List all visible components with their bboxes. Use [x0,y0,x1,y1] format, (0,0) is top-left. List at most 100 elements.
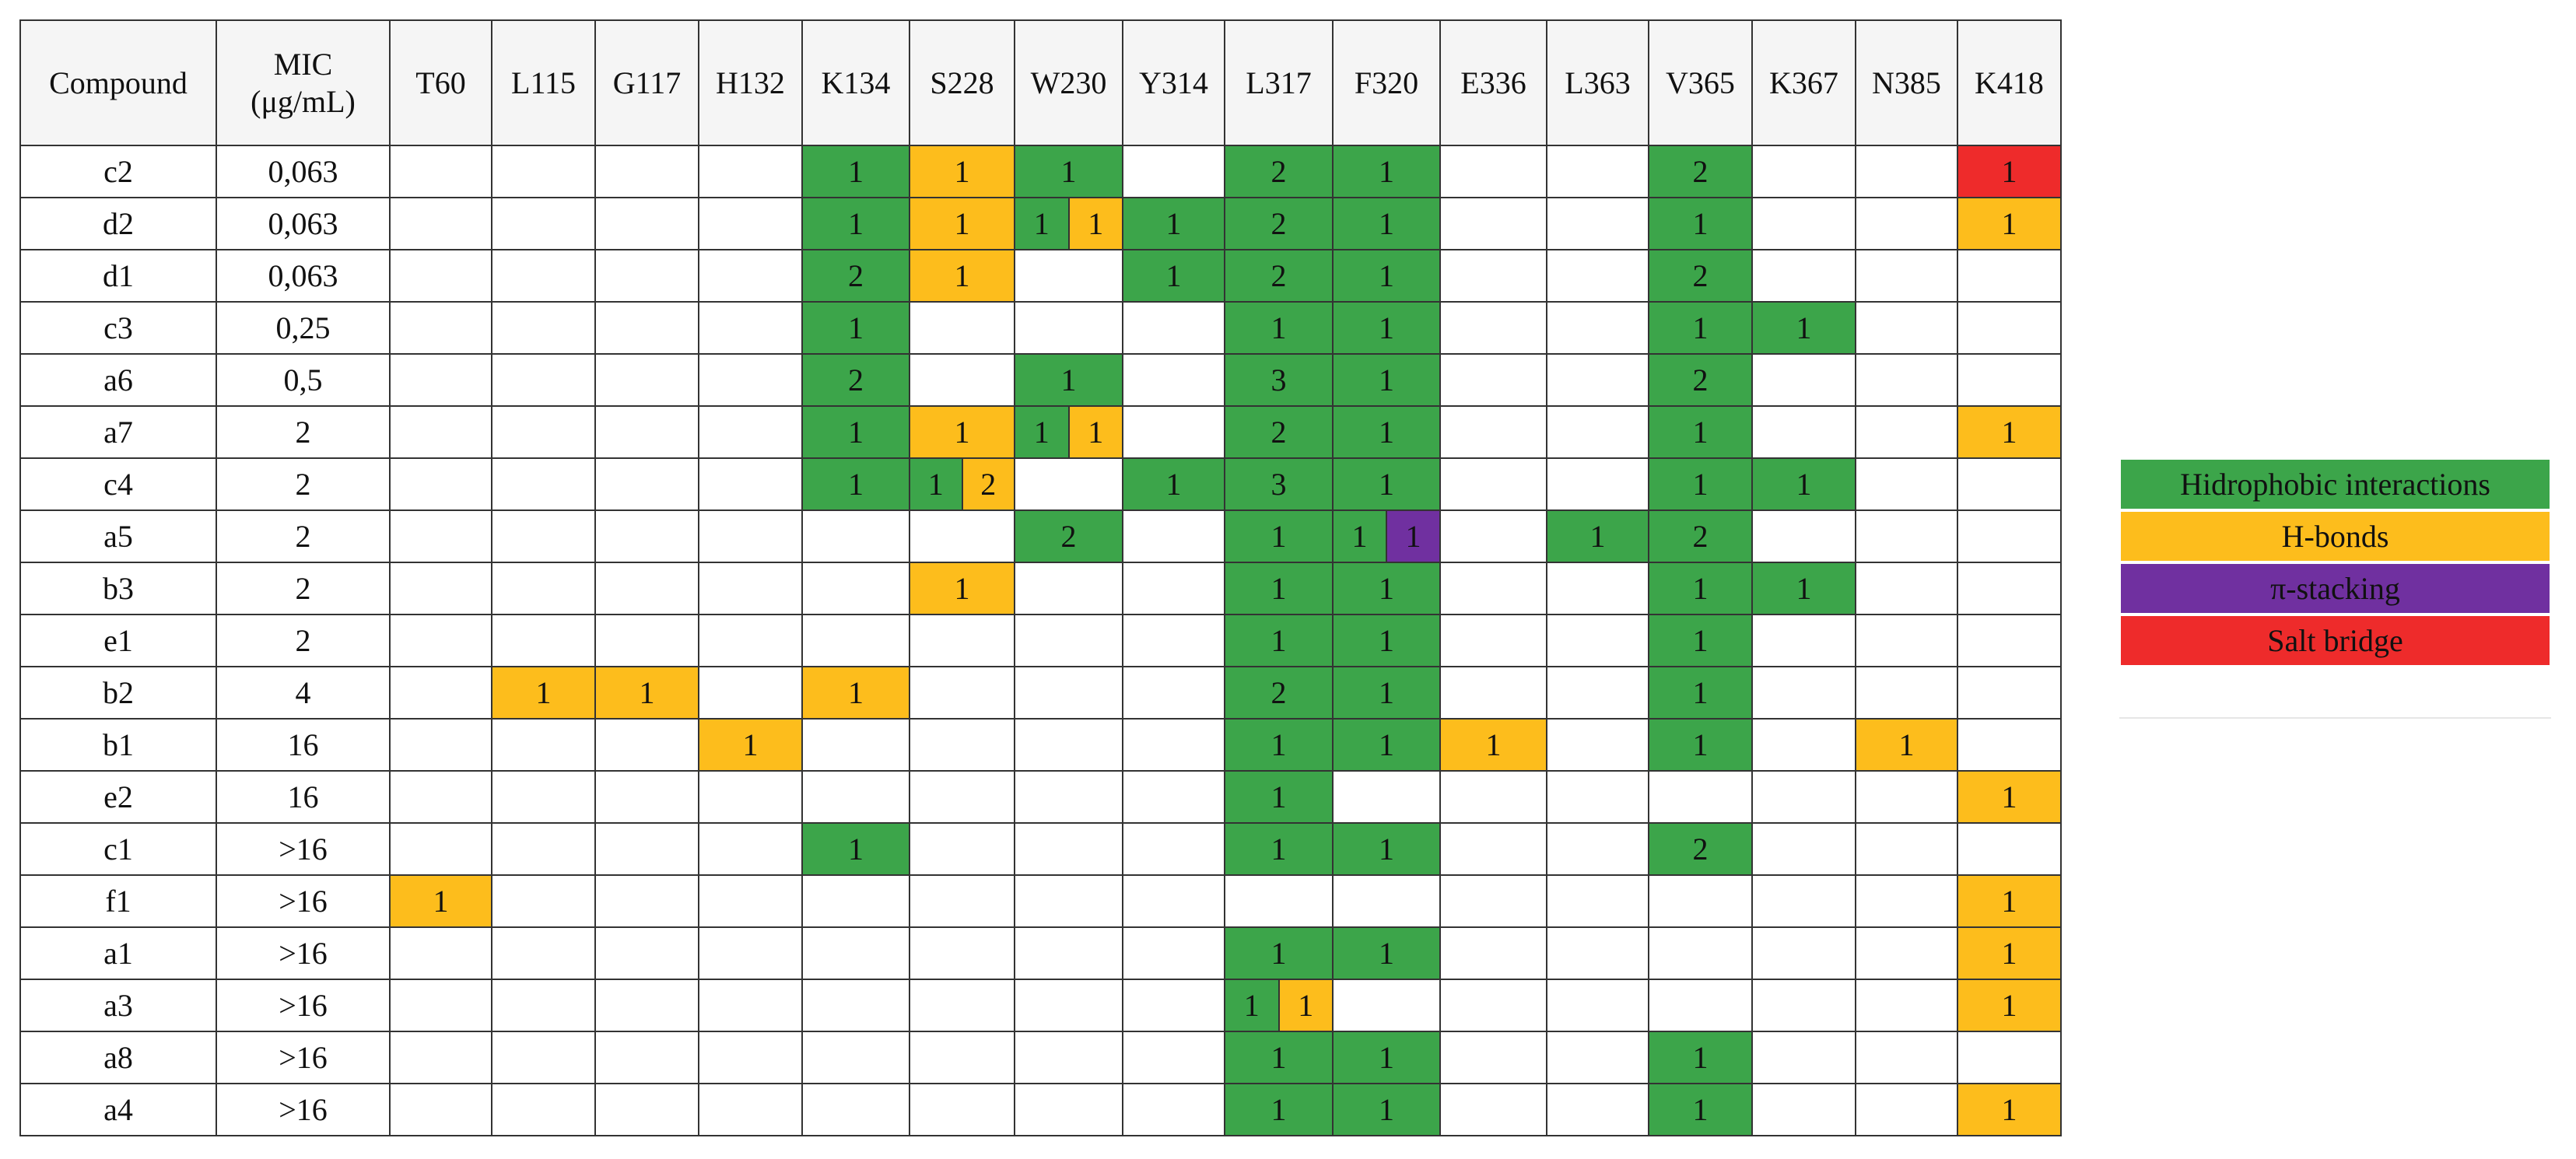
empty-cell [389,1083,492,1136]
empty-cell [698,353,803,407]
cell-text: 2 [1060,518,1077,554]
cell-text: 16 [287,779,319,814]
cell-text: F320 [1354,65,1419,100]
cell-text: 1 [1379,1091,1394,1127]
empty-cell [1332,874,1441,928]
mic-cell: 0,063 [216,197,391,250]
cell-text: c2 [103,153,133,189]
interaction-cell: 1 [491,666,596,720]
header-cell: Y314 [1122,19,1225,146]
interaction-cell: 1 [1855,718,1958,772]
cell-text: 2 [1692,362,1709,397]
interaction-cell: 1 [1648,1031,1753,1084]
cell-text: 3 [1270,466,1287,502]
empty-cell [801,1031,910,1084]
cell-text: 1 [1379,674,1394,710]
empty-cell [594,1083,699,1136]
cell-text: K134 [821,65,891,100]
compound-cell: c4 [19,457,217,511]
interaction-cell: 2 [1648,249,1753,303]
empty-cell [1014,926,1123,980]
cell-text: c3 [103,310,133,345]
empty-cell [1751,666,1856,720]
empty-cell [491,405,596,459]
cell-text: 2 [295,414,311,450]
empty-cell [1014,718,1123,772]
interaction-cell: 1 [1224,1031,1334,1084]
compound-cell: c1 [19,822,217,876]
interaction-cell: 2 [801,353,910,407]
mic-cell: 2 [216,562,391,615]
empty-cell [698,457,803,511]
empty-cell [491,614,596,667]
interaction-cell: 1 [1332,197,1441,250]
empty-cell [1122,822,1225,876]
empty-cell [1546,718,1649,772]
interaction-cell: 1 [1439,718,1547,772]
header-cell: F320 [1332,19,1441,146]
interaction-cell: 1 [1224,614,1334,667]
interaction-cell: 1 [1224,926,1334,980]
empty-cell [491,562,596,615]
cell-text: 1 [954,257,970,293]
cell-text: 2 [295,518,311,554]
empty-cell [1855,874,1958,928]
interaction-cell: 1 [1648,718,1753,772]
empty-cell [698,1083,803,1136]
interaction-cell: 2 [1224,666,1334,720]
cell-text: 2 [295,622,311,658]
cell-text: 1 [1692,622,1709,658]
cell-text: 1 [2001,987,2017,1023]
empty-cell [1957,249,2062,303]
interaction-cell: 1 [1332,718,1441,772]
empty-cell [389,718,492,772]
cell-text: 2 [980,466,997,502]
empty-cell [1439,666,1547,720]
empty-cell [909,718,1015,772]
cell-text: a8 [103,1039,133,1075]
cell-text: 1 [639,674,655,710]
mic-cell: 2 [216,509,391,563]
interaction-cell: 1 [594,666,699,720]
cell-text: 2 [848,362,864,397]
compound-cell: d1 [19,249,217,303]
cell-text: 2 [1270,257,1287,293]
mic-cell: 16 [216,770,391,824]
cell-text: 1 [1898,727,1915,762]
empty-cell [1122,1083,1225,1136]
empty-cell [491,1031,596,1084]
compound-cell: b2 [19,666,217,720]
empty-cell [1122,1031,1225,1084]
legend-item: H-bonds [2119,510,2551,562]
empty-cell [594,874,699,928]
empty-cell [1546,1083,1649,1136]
interaction-cell: 1 [1332,353,1441,407]
cell-text: 1 [848,674,864,710]
empty-cell [389,770,492,824]
interaction-cell: 1 [1332,457,1441,511]
interaction-cell: 1 [1957,874,2062,928]
empty-cell [594,405,699,459]
empty-cell [594,353,699,407]
mic-cell: 2 [216,457,391,511]
mic-cell: >16 [216,1083,391,1136]
empty-cell [1648,874,1753,928]
interaction-cell: 1 [1332,666,1441,720]
interaction-cell: 1 [801,457,910,511]
cell-text: a1 [103,935,133,971]
cell-text: 2 [848,257,864,293]
cell-text: G117 [612,65,682,100]
interaction-cell: 2 [1224,145,1334,198]
interaction-cell: 1 [1332,1083,1441,1136]
header-cell: N385 [1855,19,1958,146]
empty-cell [1014,979,1123,1032]
interaction-cell: 3 [1224,353,1334,407]
empty-cell [1751,353,1856,407]
interaction-cell: 1 [1332,562,1441,615]
cell-text: 1 [1379,1039,1394,1075]
empty-cell [1751,197,1856,250]
interaction-cell: 2 [1014,509,1123,563]
empty-cell [1546,822,1649,876]
interaction-cell: 1 [801,301,910,355]
